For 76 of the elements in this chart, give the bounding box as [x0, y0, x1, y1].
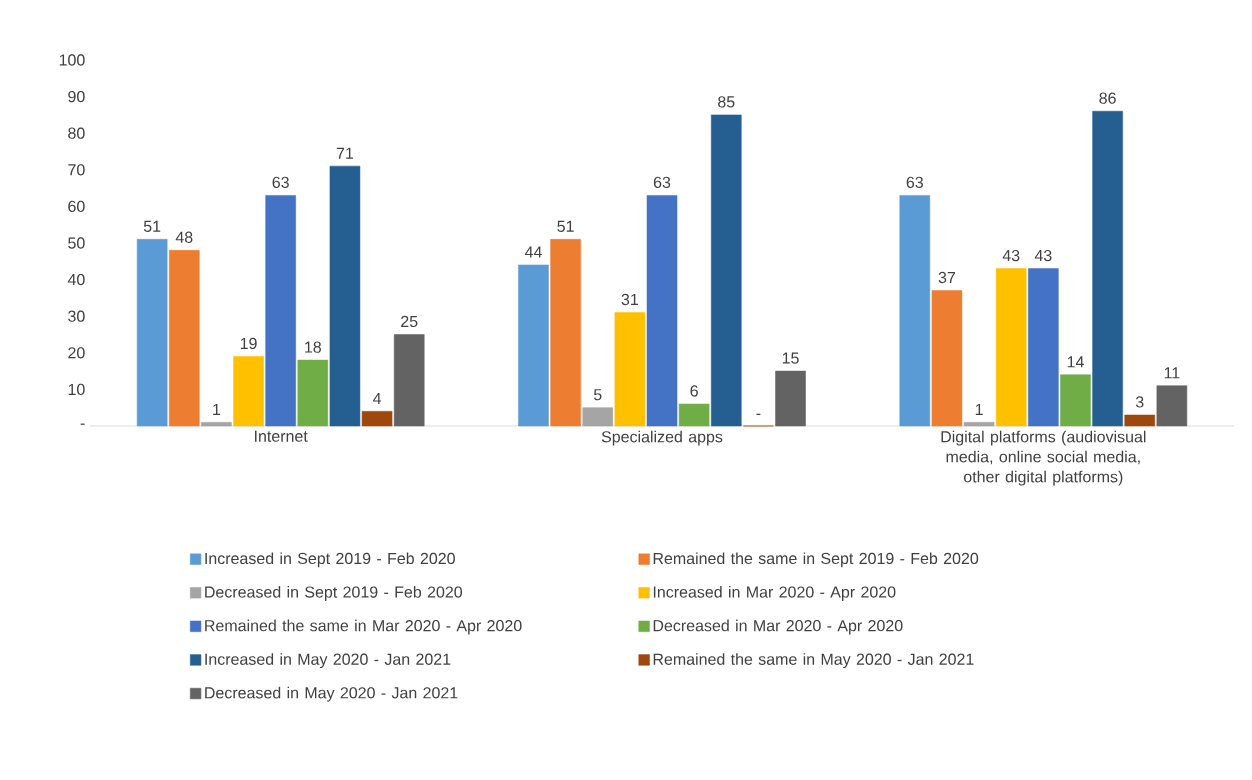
bar [329, 165, 361, 427]
data-label: 6 [690, 385, 698, 397]
data-label: 37 [938, 271, 956, 284]
y-tick-label: 50 [68, 237, 85, 249]
bar [614, 312, 646, 427]
bar [775, 370, 806, 427]
bar [297, 359, 329, 427]
bar [1028, 268, 1059, 427]
bar [963, 422, 995, 427]
data-label: 43 [1034, 249, 1052, 262]
legend-label: Remained the same in Sept 2019 - Feb 2020 [653, 552, 979, 568]
data-label: 1 [213, 403, 221, 415]
data-label: 1 [975, 403, 983, 415]
bar [233, 356, 264, 427]
y-tick-label: - [80, 423, 85, 425]
y-tick-label: 30 [68, 310, 85, 322]
data-label: 15 [782, 352, 799, 364]
data-label: 71 [336, 147, 354, 159]
bar [169, 250, 200, 427]
data-label: 25 [401, 315, 418, 328]
data-label: 51 [557, 220, 574, 232]
data-label: 14 [1067, 356, 1084, 368]
y-tick-label: 100 [59, 54, 85, 66]
x-tick-label: Digital platforms (audiovisual media, online social media, other digital platforms) [941, 430, 1146, 486]
legend-label: Remained the same in Mar 2020 - Apr 2020 [205, 619, 522, 635]
y-tick-label: 60 [68, 200, 85, 213]
bar [201, 422, 232, 427]
data-label: 63 [906, 176, 923, 189]
bar [582, 407, 614, 427]
data-label: 31 [621, 293, 638, 306]
legend-label: Decreased in Sept 2019 - Feb 2020 [205, 585, 463, 601]
data-label: 3 [1135, 396, 1144, 408]
x-tick-label: Internet [255, 430, 308, 442]
y-tick-label: 40 [67, 273, 85, 286]
legend-label: Decreased in May 2020 - Jan 2021 [205, 686, 458, 702]
data-label: - [756, 413, 761, 415]
data-label: 11 [1164, 367, 1180, 379]
bar [995, 268, 1027, 427]
data-label: 18 [305, 341, 321, 353]
data-label: 63 [653, 176, 671, 189]
data-label: 43 [1002, 249, 1020, 262]
y-tick-label: 90 [68, 90, 85, 103]
data-label: 44 [524, 246, 542, 258]
bar [899, 195, 931, 427]
bar [931, 290, 963, 427]
data-label: 4 [373, 392, 382, 404]
bar [361, 411, 393, 427]
x-tick-label: Specialized apps [601, 430, 723, 446]
bar [711, 114, 742, 427]
y-tick-label: 20 [68, 347, 85, 359]
data-label: 63 [272, 176, 289, 189]
bar [646, 195, 678, 427]
legend-label: Increased in May 2020 - Jan 2021 [205, 653, 451, 669]
data-label: 48 [175, 231, 193, 243]
data-label: 86 [1099, 92, 1116, 104]
y-tick-label: 70 [68, 164, 85, 176]
legend-label: Increased in Sept 2019 - Feb 2020 [205, 552, 455, 568]
data-label: 85 [718, 96, 735, 108]
legend-label: Increased in Mar 2020 - Apr 2020 [653, 585, 896, 601]
bar [136, 239, 168, 427]
bar [1092, 110, 1123, 427]
bar [1060, 374, 1091, 427]
data-label: 19 [240, 337, 257, 350]
bar [678, 403, 710, 427]
y-tick-label: 10 [68, 383, 85, 396]
bar [518, 264, 549, 427]
bar [393, 334, 425, 427]
bar [550, 239, 581, 427]
data-label: 5 [593, 389, 602, 401]
y-tick-label: 80 [68, 127, 85, 139]
bar [1124, 414, 1156, 427]
bar [265, 195, 296, 427]
data-label: 51 [143, 220, 161, 232]
legend-label: Decreased in Mar 2020 - Apr 2020 [653, 619, 903, 635]
legend-label: Remained the same in May 2020 - Jan 2021 [653, 653, 974, 669]
bar [1156, 385, 1188, 427]
